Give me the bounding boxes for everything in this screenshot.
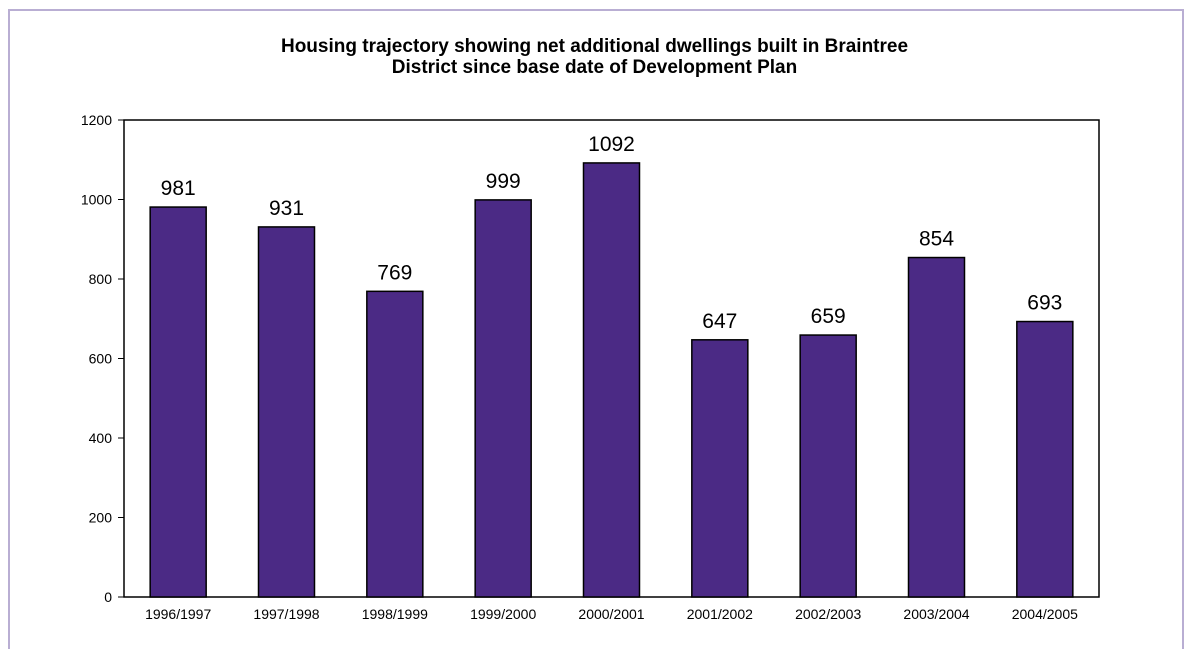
- chart-title-line-2: District since base date of Development …: [391, 57, 798, 78]
- data-labels-group: 981 931 769 999 1092 647 659 854 693: [161, 133, 1063, 333]
- x-tick-label: 2001/2002: [687, 606, 753, 622]
- y-tick-label: 600: [89, 351, 113, 367]
- bar-1996-1997: [149, 206, 207, 598]
- y-tick-label: 800: [89, 271, 113, 287]
- bar-2000-2001: [582, 162, 641, 598]
- y-tick-label: 400: [89, 430, 113, 446]
- x-tick-label: 2002/2003: [795, 606, 861, 622]
- bar-2003-2004: [907, 256, 966, 598]
- data-label: 981: [161, 177, 196, 200]
- y-tick-label: 1200: [81, 112, 112, 128]
- data-label: 931: [269, 197, 304, 220]
- bar-2004-2005: [1016, 320, 1074, 598]
- x-tick-label: 2004/2005: [1012, 606, 1078, 622]
- data-label: 693: [1027, 292, 1062, 315]
- y-tick-label: 200: [89, 510, 113, 526]
- chart-frame: [8, 9, 1184, 649]
- bar-2001-2002: [691, 339, 749, 598]
- y-axis: 0 200 400 600 800 1000 1200: [81, 112, 124, 605]
- bar-1999-2000: [474, 199, 532, 598]
- bar-1997-1998: [257, 226, 316, 598]
- x-tick-label: 1997/1998: [253, 606, 319, 622]
- data-label: 659: [811, 305, 846, 328]
- chart-title-line-1: Housing trajectory showing net additiona…: [280, 36, 909, 57]
- y-tick-label: 1000: [81, 192, 112, 208]
- bar-2002-2003: [799, 334, 857, 598]
- data-label: 1092: [588, 133, 635, 156]
- bar-1998-1999: [366, 290, 424, 598]
- data-label: 999: [486, 170, 521, 193]
- x-tick-label: 2003/2004: [903, 606, 969, 622]
- chart-title: Housing trajectory showing net additiona…: [0, 36, 1189, 78]
- data-label: 854: [919, 228, 954, 251]
- data-label: 769: [377, 261, 412, 284]
- x-tick-label: 2000/2001: [578, 606, 644, 622]
- x-tick-label: 1999/2000: [470, 606, 536, 622]
- data-label: 647: [702, 310, 737, 333]
- x-tick-label: 1998/1999: [362, 606, 428, 622]
- y-tick-label: 0: [104, 589, 112, 605]
- x-tick-label: 1996/1997: [145, 606, 211, 622]
- bars-group: [149, 162, 1074, 598]
- x-axis: 1996/1997 1997/1998 1998/1999 1999/2000 2000…: [145, 606, 1078, 622]
